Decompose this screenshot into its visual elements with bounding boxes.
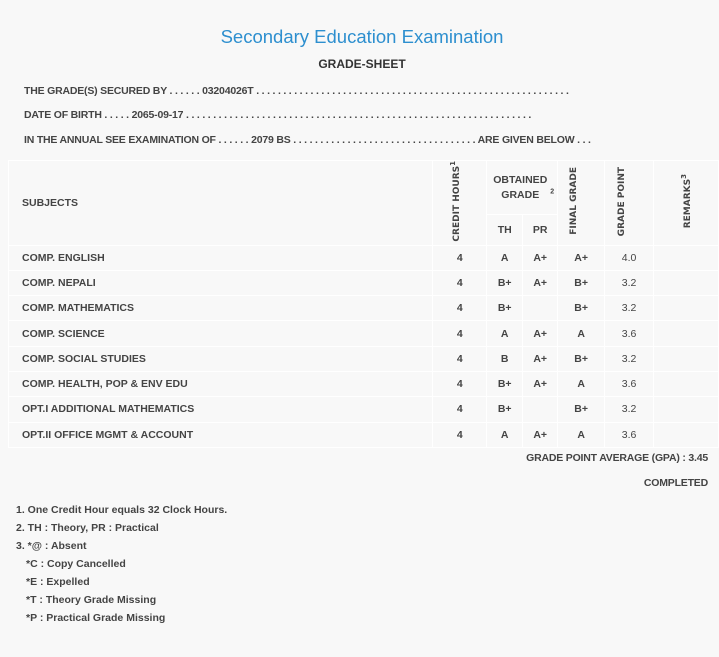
table-row: COMP. SCIENCE 4 A A+ A 3.6 <box>7 320 719 347</box>
cell-th: B+ <box>486 371 524 398</box>
cell-remarks <box>653 269 719 297</box>
cell-pr: A+ <box>522 244 559 271</box>
footnote: *C : Copy Cancelled <box>26 558 126 570</box>
cell-final: B+ <box>557 269 606 297</box>
page-title: Secondary Education Examination <box>220 26 504 47</box>
exam-line: IN THE ANNUAL SEE EXAMINATION OF . . . .… <box>24 134 591 146</box>
dob-line: DATE OF BIRTH . . . . . 2065-09-17 . . .… <box>24 109 532 121</box>
cell-point: 3.2 <box>604 295 655 322</box>
cell-credit: 4 <box>432 371 488 398</box>
cell-pr <box>522 396 559 423</box>
cell-point: 3.2 <box>604 345 655 373</box>
table-row: COMP. HEALTH, POP & ENV EDU 4 B+ A+ A 3.6 <box>7 371 719 398</box>
cell-pr <box>522 295 559 322</box>
cell-credit: 4 <box>432 295 488 322</box>
table-row: COMP. ENGLISH 4 A A+ A+ 4.0 <box>7 244 719 271</box>
cell-subject: OPT.I ADDITIONAL MATHEMATICS <box>7 396 434 423</box>
dob-value: 2065-09-17 <box>131 109 184 121</box>
header-subjects: SUBJECTS <box>7 160 434 246</box>
cell-subject: COMP. NEPALI <box>7 269 434 297</box>
footnote: 3. *@ : Absent <box>16 540 87 552</box>
grade-sheet-heading: GRADE-SHEET <box>318 57 406 71</box>
header-final-grade: FINAL GRADE <box>557 160 606 246</box>
cell-credit: 4 <box>432 269 488 297</box>
header-remarks: REMARKS3 <box>653 160 719 246</box>
secured-by-label: THE GRADE(S) SECURED BY . . . . . . <box>24 85 200 97</box>
cell-subject: COMP. SCIENCE <box>7 320 434 347</box>
exam-suffix: ARE GIVEN BELOW . . . <box>477 134 591 146</box>
header-pr: PR <box>522 214 559 246</box>
cell-th: A <box>486 244 524 271</box>
cell-credit: 4 <box>432 345 488 373</box>
dob-label: DATE OF BIRTH . . . . . <box>24 109 129 121</box>
exam-label: IN THE ANNUAL SEE EXAMINATION OF . . . .… <box>24 134 249 146</box>
cell-final: A <box>557 371 606 398</box>
cell-remarks <box>653 371 719 398</box>
cell-pr: A+ <box>522 421 559 448</box>
cell-subject: COMP. MATHEMATICS <box>7 295 434 322</box>
symbol-number: 03204026T <box>202 85 254 97</box>
table-row: COMP. MATHEMATICS 4 B+ B+ 3.2 <box>7 295 719 322</box>
cell-final: B+ <box>557 295 606 322</box>
cell-th: B+ <box>486 269 524 297</box>
cell-credit: 4 <box>432 320 488 347</box>
table-row: OPT.I ADDITIONAL MATHEMATICS 4 B+ B+ 3.2 <box>7 396 719 423</box>
cell-remarks <box>653 345 719 373</box>
cell-subject: COMP. SOCIAL STUDIES <box>7 345 434 373</box>
cell-th: A <box>486 421 524 448</box>
cell-point: 3.2 <box>604 396 655 423</box>
cell-remarks <box>653 396 719 423</box>
cell-point: 3.2 <box>604 269 655 297</box>
table-row: COMP. NEPALI 4 B+ A+ B+ 3.2 <box>7 269 719 297</box>
cell-final: B+ <box>557 345 606 373</box>
cell-th: B <box>486 345 524 373</box>
table-row: OPT.II OFFICE MGMT & ACCOUNT 4 A A+ A 3.6 <box>7 421 719 448</box>
cell-th: B+ <box>486 295 524 322</box>
cell-subject: COMP. ENGLISH <box>7 244 434 271</box>
cell-subject: OPT.II OFFICE MGMT & ACCOUNT <box>7 421 434 448</box>
footnote: *T : Theory Grade Missing <box>26 594 157 606</box>
cell-subject: COMP. HEALTH, POP & ENV EDU <box>7 371 434 398</box>
cell-point: 4.0 <box>604 244 655 271</box>
cell-pr: A+ <box>522 320 559 347</box>
header-obtained-grade: OBTAINED GRADE 2 <box>486 159 559 216</box>
cell-remarks <box>653 244 719 271</box>
cell-pr: A+ <box>522 345 559 373</box>
header-th: TH <box>486 214 524 246</box>
table-row: COMP. SOCIAL STUDIES 4 B A+ B+ 3.2 <box>7 345 719 373</box>
cell-point: 3.6 <box>604 421 655 448</box>
footnote: 2. TH : Theory, PR : Practical <box>16 522 159 534</box>
grade-table: SUBJECTS CREDIT HOURS1 OBTAINED GRADE 2 F… <box>7 159 719 448</box>
cell-final: B+ <box>557 396 606 423</box>
cell-remarks <box>653 421 719 448</box>
cell-th: A <box>486 320 524 347</box>
cell-final: A <box>557 421 606 448</box>
cell-point: 3.6 <box>604 320 655 347</box>
cell-th: B+ <box>486 396 524 423</box>
secured-by-line: THE GRADE(S) SECURED BY . . . . . . 0320… <box>24 85 569 97</box>
cell-remarks <box>653 295 719 322</box>
exam-year: 2079 BS <box>251 134 291 146</box>
header-grade-point: GRADE POINT <box>604 160 655 246</box>
cell-remarks <box>653 320 719 347</box>
footnote: *P : Practical Grade Missing <box>26 612 166 624</box>
gpa: GRADE POINT AVERAGE (GPA) : 3.45 <box>526 452 708 464</box>
header-credit-hours: CREDIT HOURS1 <box>432 160 488 246</box>
cell-final: A <box>557 320 606 347</box>
cell-pr: A+ <box>522 269 559 297</box>
cell-credit: 4 <box>432 421 488 448</box>
status: COMPLETED <box>643 477 708 489</box>
cell-credit: 4 <box>432 244 488 271</box>
footnote: *E : Expelled <box>26 576 90 588</box>
cell-final: A+ <box>557 244 606 271</box>
cell-point: 3.6 <box>604 371 655 398</box>
cell-pr: A+ <box>522 371 559 398</box>
cell-credit: 4 <box>432 396 488 423</box>
footnote: 1. One Credit Hour equals 32 Clock Hours… <box>16 504 228 516</box>
